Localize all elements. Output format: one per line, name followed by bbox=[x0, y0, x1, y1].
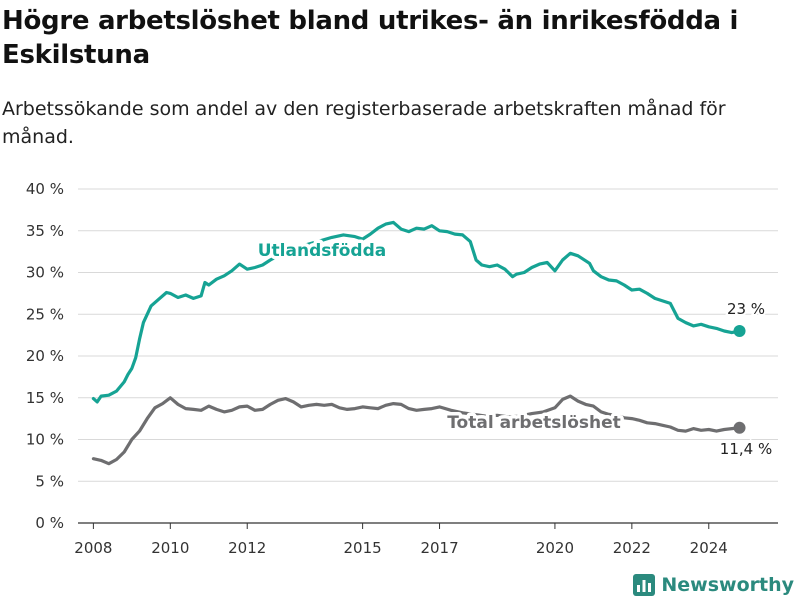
y-tick-label-5: 5 % bbox=[35, 472, 64, 490]
series-layer bbox=[91, 220, 746, 466]
x-tick-label-2024: 2024 bbox=[690, 539, 728, 557]
y-tick-label-25: 25 % bbox=[26, 305, 64, 323]
y-tick-label-15: 15 % bbox=[26, 389, 64, 407]
x-tick-label-2017: 2017 bbox=[420, 539, 458, 557]
series-name-label-utlandsfodda: Utlandsfödda bbox=[258, 241, 387, 261]
series-line-total bbox=[91, 394, 742, 466]
y-tick-label-20: 20 % bbox=[26, 347, 64, 365]
y-tick-label-0: 0 % bbox=[35, 514, 64, 532]
chart-title: Högre arbetslöshet bland utrikes- än inr… bbox=[2, 6, 739, 70]
y-axis: 0 % 5 % 10 % 15 % 20 % 25 % 30 % 35 % 40 % bbox=[26, 180, 64, 532]
grid-layer bbox=[78, 188, 778, 482]
newsworthy-logo-icon bbox=[633, 574, 656, 596]
x-tick-label-2008: 2008 bbox=[74, 539, 112, 557]
x-axis: 2008 2010 2012 2015 2017 2020 2022 2024 bbox=[74, 522, 778, 557]
x-tick-label-2015: 2015 bbox=[344, 539, 382, 557]
x-tick-label-2012: 2012 bbox=[228, 539, 266, 557]
series-endpoint-utlandsfodda bbox=[733, 324, 746, 337]
chart-subtitle: Arbetssökande som andel av den registerb… bbox=[2, 98, 726, 148]
x-tick-label-2010: 2010 bbox=[151, 539, 189, 557]
label-layer: Utlandsfödda Total arbetslöshet 23 % 11,4 % bbox=[254, 238, 774, 461]
x-tick-label-2022: 2022 bbox=[613, 539, 651, 557]
end-value-label-utlandsfodda: 23 % bbox=[727, 300, 765, 318]
series-endpoint-total bbox=[733, 421, 746, 434]
series-line-utlandsfodda bbox=[91, 220, 742, 404]
y-tick-label-35: 35 % bbox=[26, 222, 64, 240]
end-value-label-total: 11,4 % bbox=[720, 440, 772, 458]
y-tick-label-30: 30 % bbox=[26, 264, 64, 282]
y-tick-label-40: 40 % bbox=[26, 180, 64, 198]
series-name-label-total: Total arbetslöshet bbox=[447, 413, 621, 433]
x-tick-label-2020: 2020 bbox=[536, 539, 574, 557]
brand-logo: Newsworthy bbox=[633, 574, 794, 596]
y-tick-label-10: 10 % bbox=[26, 431, 64, 449]
brand-name: Newsworthy bbox=[661, 574, 794, 596]
